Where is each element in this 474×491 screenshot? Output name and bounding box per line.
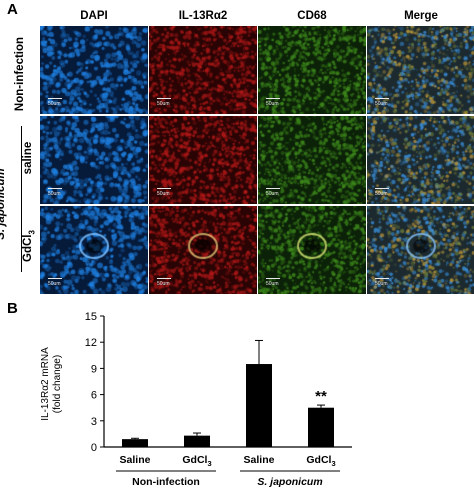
y-tick-label: 3 (91, 416, 97, 428)
micrograph-merge-non-infection: 50um (367, 26, 474, 114)
micrograph-dapi-non-infection: 50um (40, 26, 148, 114)
row-label-s-japonicum: S. japonicum (0, 168, 7, 240)
micrograph-merge-gdcl3: 50um (367, 206, 474, 294)
group-label: Non-infection (132, 476, 200, 488)
x-category-label: Saline (120, 454, 151, 466)
bar-chart: IL-13Rα2 mRNA (fold change) 0 3 6 9 12 15 Sal… (40, 311, 352, 488)
micrograph-il13ra2-gdcl3: 50um (149, 206, 257, 294)
x-category-label: Saline (244, 454, 275, 466)
micrograph-dapi-gdcl3: 50um (40, 206, 148, 294)
y-axis-label-line2: (fold change) (52, 355, 63, 413)
micrograph-il13ra2-non-infection: 50um (149, 26, 257, 114)
row-label-gdcl3: GdCl3 (22, 230, 37, 262)
group-label: S. japonicum (257, 476, 322, 488)
y-tick-label: 9 (91, 363, 97, 375)
panel-b-letter: B (7, 300, 18, 317)
x-category-label: GdCl3 (306, 454, 335, 468)
micrograph-cd68-gdcl3: 50um (258, 206, 366, 294)
bar (122, 439, 148, 447)
column-header-dapi: DAPI (80, 10, 108, 22)
row-label-non-infection: Non-infection (14, 36, 26, 112)
micrograph-cd68-non-infection: 50um (258, 26, 366, 114)
y-tick-label: 12 (85, 337, 97, 349)
bar (184, 435, 210, 447)
micrograph-cd68-saline: 50um (258, 116, 366, 204)
column-header-cd68: CD68 (297, 10, 327, 22)
row-group-bracket (21, 126, 22, 272)
column-header-il13ra2: IL-13Rα2 (178, 10, 228, 22)
row-label-saline: saline (22, 141, 34, 175)
bar (246, 364, 272, 447)
bar (308, 407, 334, 447)
micrograph-merge-saline: 50um (367, 116, 474, 204)
panel-a-letter: A (7, 1, 18, 18)
y-tick-label: 6 (91, 390, 97, 402)
micrograph-il13ra2-saline: 50um (149, 116, 257, 204)
y-tick-label: 0 (91, 442, 97, 454)
micrograph-dapi-saline: 50um (40, 116, 148, 204)
column-header-merge: Merge (404, 10, 438, 22)
x-category-label: GdCl3 (182, 454, 211, 468)
y-tick-label: 15 (85, 311, 97, 323)
significance-label: ** (315, 388, 327, 405)
y-axis-label-line1: IL-13Rα2 mRNA (40, 347, 51, 421)
